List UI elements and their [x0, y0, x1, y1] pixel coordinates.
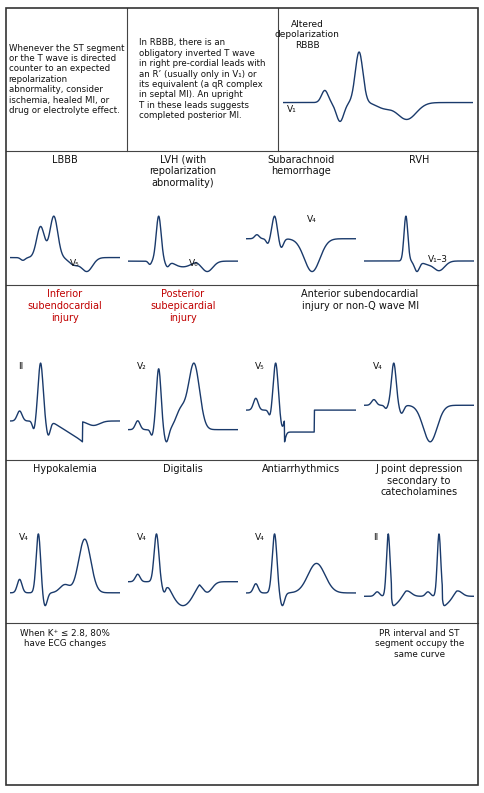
Text: V₆: V₆	[188, 259, 198, 268]
Text: Posterior
subepicardial
injury: Posterior subepicardial injury	[150, 289, 216, 323]
Text: Whenever the ST segment
or the T wave is directed
counter to an expected
repolar: Whenever the ST segment or the T wave is…	[9, 44, 124, 115]
Text: V₅: V₅	[70, 259, 80, 268]
Text: II: II	[18, 362, 24, 371]
Text: Antiarrhythmics: Antiarrhythmics	[262, 464, 340, 474]
Text: Altered
depolarization
RBBB: Altered depolarization RBBB	[274, 20, 340, 50]
Text: V₄: V₄	[373, 362, 382, 371]
Text: J point depression
secondary to
catecholamines: J point depression secondary to catechol…	[376, 464, 463, 497]
Text: V₄: V₄	[255, 533, 264, 542]
Text: V₁: V₁	[287, 105, 297, 114]
Text: Digitalis: Digitalis	[163, 464, 203, 474]
Text: RVH: RVH	[409, 155, 429, 165]
Text: LVH (with
repolarization
abnormality): LVH (with repolarization abnormality)	[150, 155, 216, 188]
Text: II: II	[373, 533, 378, 542]
Text: Hypokalemia: Hypokalemia	[33, 464, 97, 474]
Text: V₅: V₅	[255, 362, 264, 371]
Text: V₄: V₄	[306, 215, 317, 224]
Text: V₁–3: V₁–3	[428, 255, 448, 264]
Text: V₂: V₂	[136, 362, 146, 371]
Text: V₄: V₄	[136, 533, 146, 542]
Text: When K⁺ ≤ 2.8, 80%
have ECG changes: When K⁺ ≤ 2.8, 80% have ECG changes	[20, 629, 110, 648]
Text: Subarachnoid
hemorrhage: Subarachnoid hemorrhage	[268, 155, 334, 176]
Text: In RBBB, there is an
obligatory inverted T wave
in right pre-cordial leads with
: In RBBB, there is an obligatory inverted…	[139, 38, 266, 121]
Text: LBBB: LBBB	[52, 155, 78, 165]
Text: Inferior
subendocardial
injury: Inferior subendocardial injury	[28, 289, 102, 323]
Text: PR interval and ST
segment occupy the
same curve: PR interval and ST segment occupy the sa…	[375, 629, 464, 659]
Text: Anterior subendocardial
injury or non-Q wave MI: Anterior subendocardial injury or non-Q …	[302, 289, 419, 311]
Text: V₄: V₄	[18, 533, 28, 542]
